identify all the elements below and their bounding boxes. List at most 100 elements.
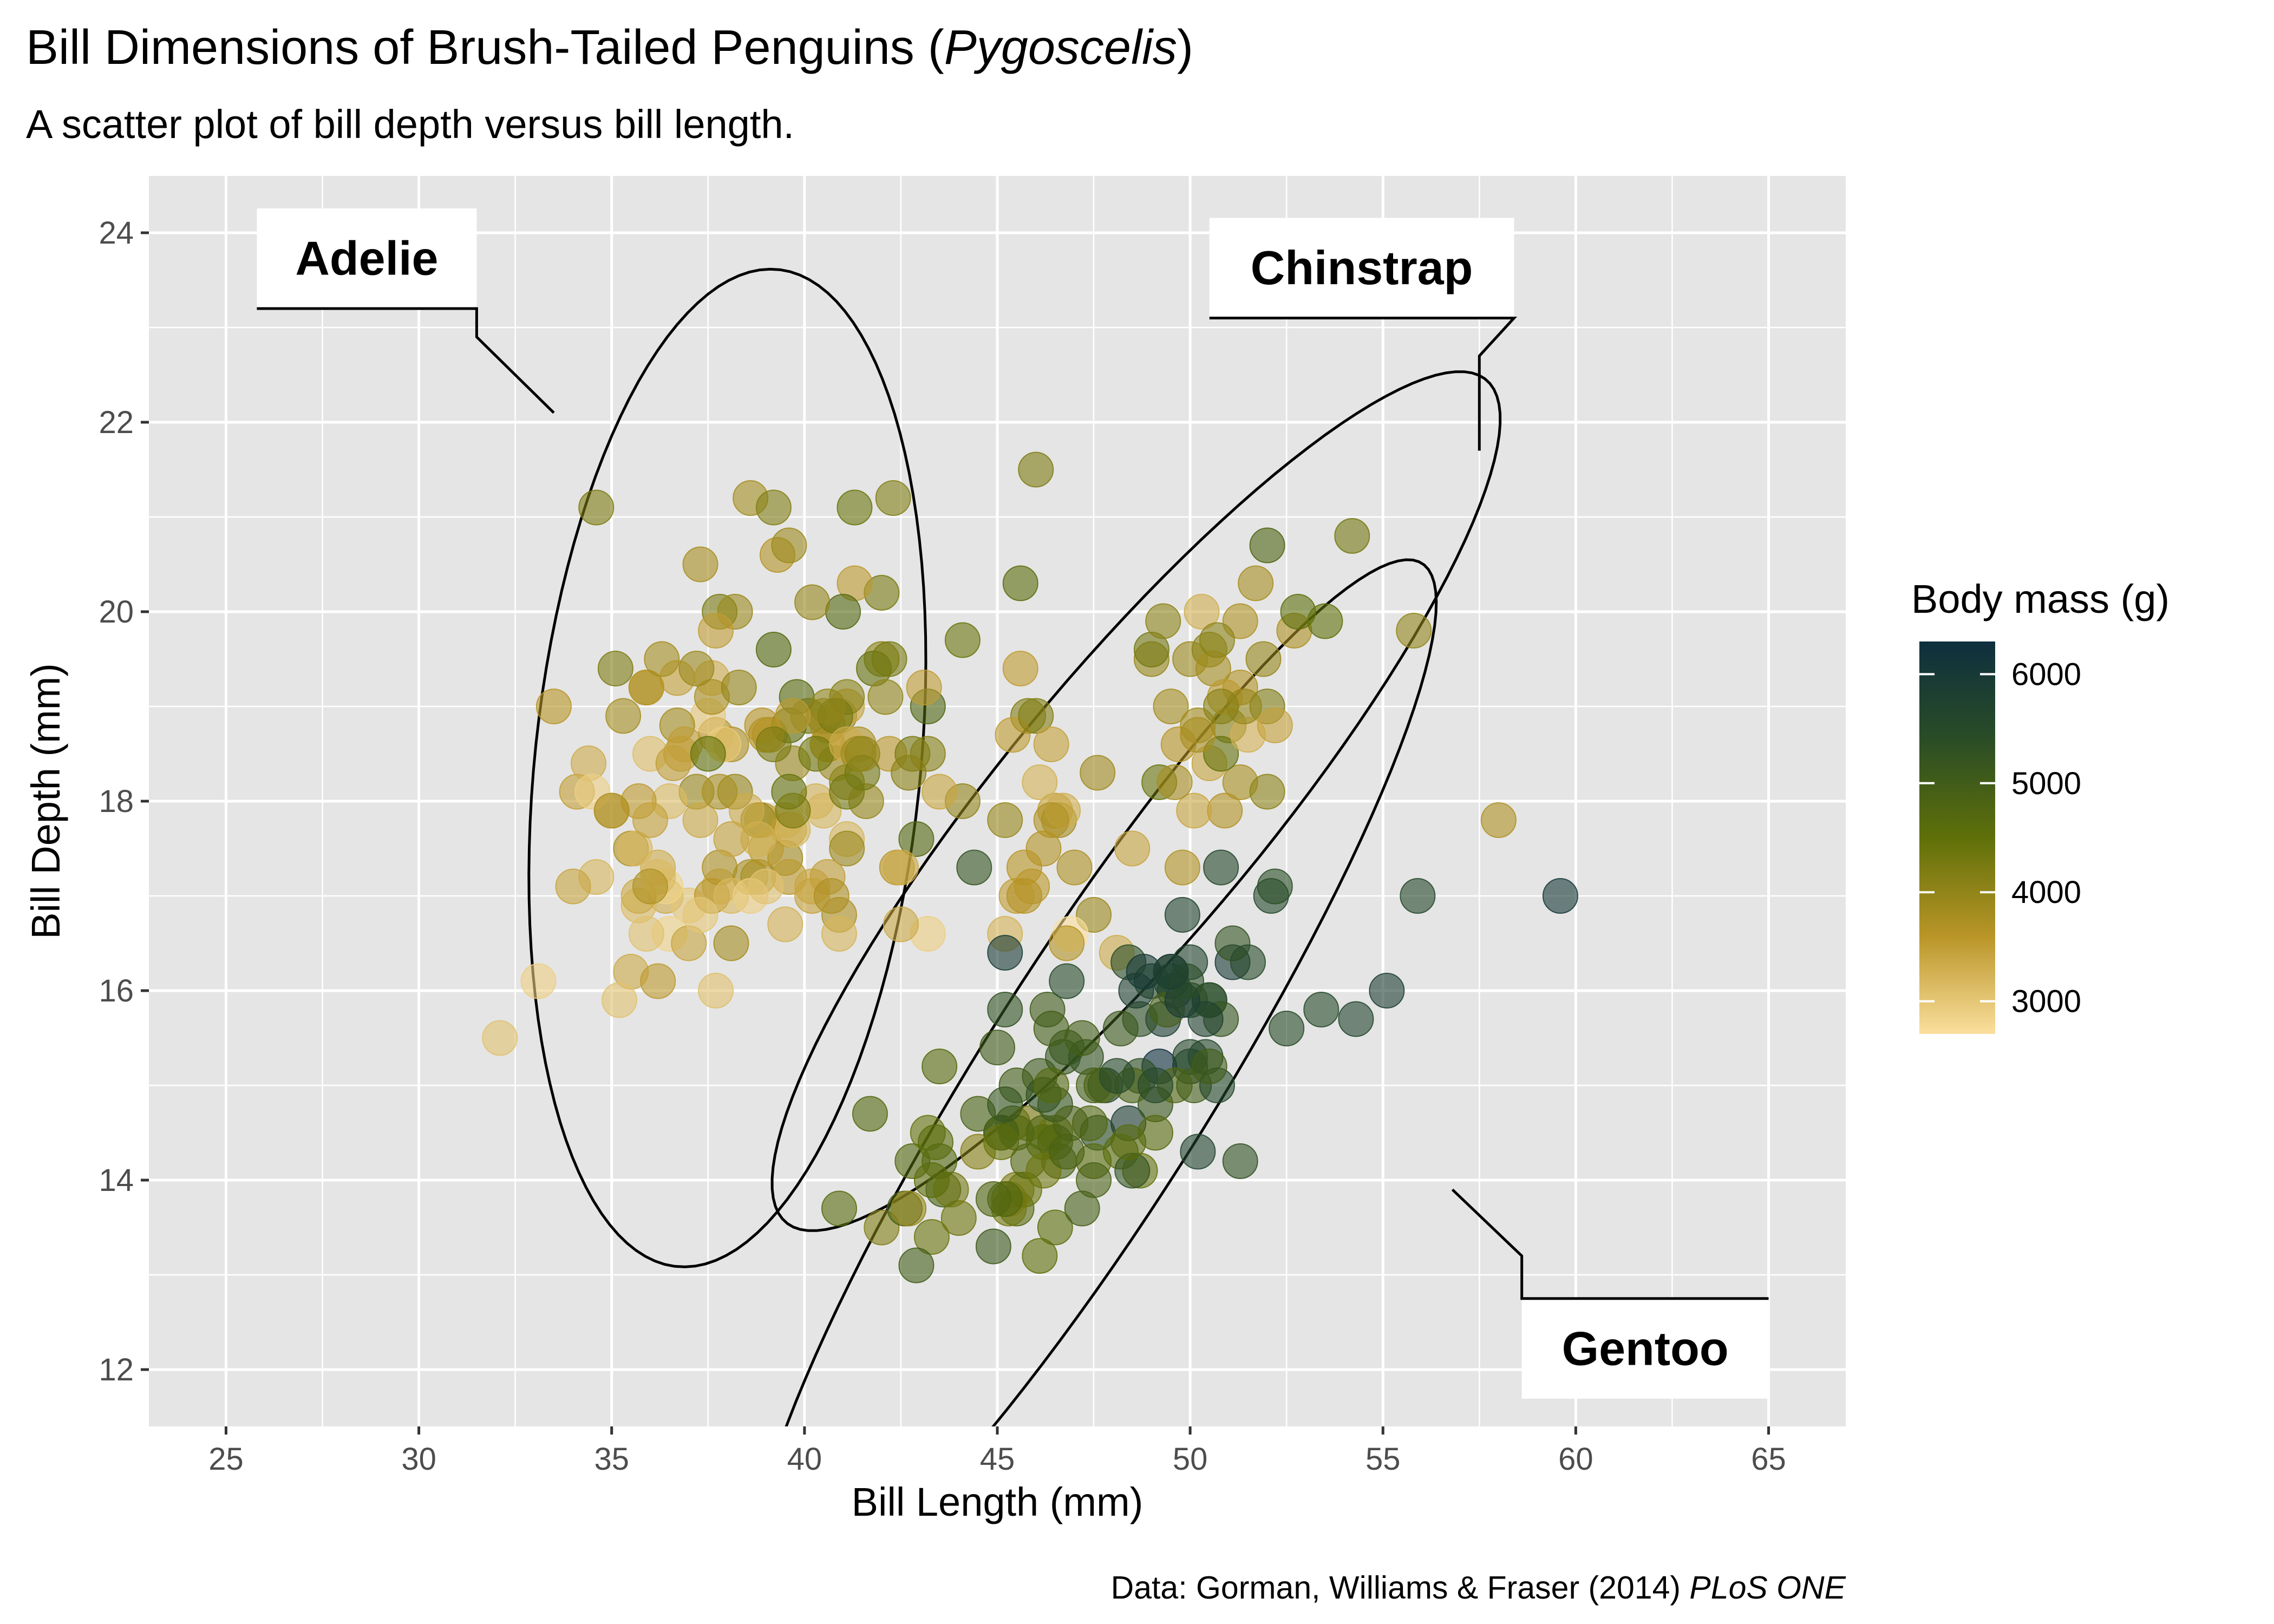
- data-point: [1145, 603, 1181, 639]
- chart-subtitle: A scatter plot of bill depth versus bill…: [26, 102, 794, 147]
- data-point: [1037, 1209, 1073, 1246]
- data-point: [482, 1020, 518, 1056]
- axis-ticks: 25 30 35 40 45 50 55 60 65 12 14 16 18 20 22 24: [99, 215, 1786, 1477]
- x-tick-label: 55: [1365, 1442, 1401, 1477]
- data-point: [1203, 689, 1239, 724]
- data-point: [682, 897, 718, 933]
- data-point: [1156, 764, 1193, 800]
- chart-title-genus: Pygoscelis: [944, 21, 1177, 75]
- data-point: [875, 480, 911, 516]
- data-point: [775, 698, 811, 734]
- legend-label: 6000: [2011, 657, 2081, 692]
- data-point: [520, 963, 557, 999]
- data-point: [821, 916, 857, 952]
- data-point: [1099, 1058, 1135, 1094]
- data-point: [1033, 726, 1069, 762]
- data-point: [1033, 1011, 1069, 1046]
- y-tick-label: 12: [99, 1352, 134, 1387]
- data-point: [898, 1247, 935, 1284]
- data-point: [1049, 1134, 1085, 1170]
- data-point: [825, 594, 861, 630]
- annotation-label: Adelie: [295, 232, 438, 285]
- x-tick-label: 45: [980, 1442, 1015, 1477]
- data-point: [1002, 651, 1038, 686]
- data-point: [698, 613, 734, 649]
- data-point: [1334, 518, 1370, 554]
- y-tick-label: 24: [99, 215, 134, 251]
- data-point: [617, 830, 653, 867]
- data-point: [1184, 594, 1220, 630]
- data-point: [748, 868, 784, 905]
- data-point: [871, 641, 907, 677]
- data-point: [794, 584, 831, 620]
- ellipse-adelie: [527, 267, 927, 1268]
- data-point: [655, 745, 691, 781]
- data-point: [906, 670, 942, 705]
- data-point: [975, 1228, 1011, 1265]
- data-point: [1064, 1190, 1100, 1227]
- data-point: [1018, 451, 1054, 488]
- data-point: [944, 622, 981, 658]
- caption-text: Data: Gorman, Williams & Fraser (2014): [1111, 1570, 1690, 1606]
- data-point: [821, 1190, 857, 1227]
- data-point: [987, 935, 1023, 971]
- data-point: [1303, 992, 1339, 1027]
- data-point: [891, 1190, 927, 1227]
- data-point: [555, 868, 591, 905]
- data-point: [771, 527, 807, 564]
- data-point: [1049, 963, 1085, 999]
- data-point: [775, 793, 811, 829]
- data-point: [922, 1049, 958, 1084]
- data-point: [1102, 1011, 1139, 1046]
- data-point: [1064, 1020, 1100, 1056]
- data-point: [913, 1162, 950, 1198]
- data-point: [1203, 849, 1239, 886]
- data-point: [628, 916, 664, 952]
- legend-colorbar: [1919, 641, 1995, 1034]
- data-point: [891, 755, 927, 791]
- data-point: [1153, 954, 1189, 990]
- data-point: [597, 651, 633, 686]
- annotation-pointer: [1209, 317, 1518, 451]
- data-point: [690, 736, 726, 772]
- data-point: [883, 906, 919, 942]
- data-point: [1207, 793, 1243, 829]
- data-point: [678, 651, 715, 686]
- data-point: [1238, 565, 1274, 601]
- data-point: [578, 489, 615, 526]
- y-tick-label: 14: [99, 1163, 134, 1198]
- data-point: [1080, 755, 1116, 791]
- y-axis-title: Bill Depth (mm): [23, 663, 68, 939]
- data-point: [1022, 1238, 1058, 1274]
- data-point: [883, 849, 919, 886]
- data-point: [1222, 1143, 1258, 1179]
- data-point: [979, 1030, 1015, 1065]
- data-point: [987, 992, 1023, 1027]
- x-tick-label: 50: [1173, 1442, 1208, 1477]
- data-point: [987, 802, 1023, 838]
- data-point: [1480, 802, 1517, 838]
- data-point: [1049, 925, 1085, 961]
- data-point: [1338, 1001, 1374, 1037]
- data-point: [913, 1219, 950, 1255]
- legend-label: 5000: [2011, 766, 2081, 801]
- x-tick-label: 60: [1558, 1442, 1593, 1477]
- data-point: [1249, 527, 1285, 564]
- data-point: [1400, 878, 1436, 914]
- data-point: [798, 736, 834, 772]
- data-point: [721, 670, 757, 705]
- data-point: [922, 774, 958, 810]
- legend-label: 3000: [2011, 984, 2081, 1019]
- data-point: [1257, 708, 1293, 743]
- x-tick-label: 65: [1751, 1442, 1786, 1477]
- data-point: [813, 878, 850, 914]
- data-point: [898, 821, 935, 857]
- data-point: [632, 802, 668, 838]
- data-point: [844, 736, 880, 772]
- data-point: [682, 546, 718, 582]
- data-point: [867, 679, 904, 715]
- y-tick-label: 16: [99, 973, 134, 1009]
- x-tick-label: 25: [208, 1442, 244, 1477]
- y-tick-label: 22: [99, 405, 134, 440]
- data-point: [755, 632, 792, 667]
